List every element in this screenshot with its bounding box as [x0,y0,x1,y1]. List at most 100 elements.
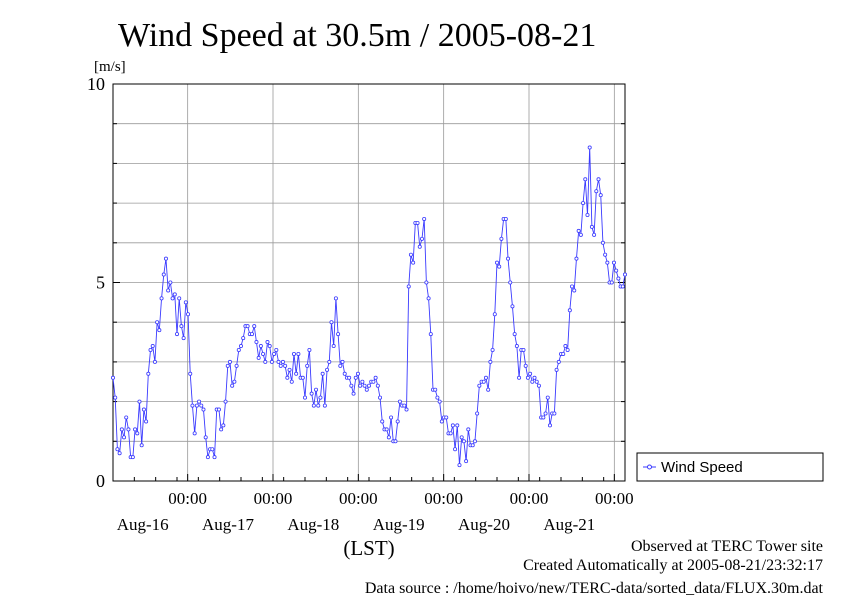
data-point [141,407,146,412]
data-point [609,280,614,285]
data-point [227,359,232,364]
data-point [620,284,625,289]
data-point [331,344,336,349]
data-point [210,447,215,452]
data-point [585,213,590,218]
data-point [395,419,400,424]
data-point [605,260,610,265]
data-point [592,232,597,237]
data-point [309,391,314,396]
data-point [490,347,495,352]
data-point [351,391,356,396]
y-tick-label: 0 [96,471,105,491]
legend-box [636,452,824,482]
data-point [355,371,360,376]
data-point [481,379,486,384]
data-point [472,439,477,444]
data-point [163,256,168,261]
data-point [411,260,416,265]
data-point [393,439,398,444]
data-point [122,435,127,440]
data-point [397,399,402,404]
data-point [188,371,193,376]
footer-data-source: Data source : /home/hoivo/new/TERC-data/… [365,580,824,595]
data-point [528,371,533,376]
data-point [486,387,491,392]
data-point [287,367,292,372]
legend-marker [647,464,652,470]
data-point [616,276,621,281]
data-point [265,340,270,345]
data-point [415,220,420,225]
data-point [567,308,572,313]
legend: Wind Speed [636,452,824,482]
data-point [514,344,519,349]
data-point [570,284,575,289]
data-point [483,375,488,380]
data-point [510,304,515,309]
data-point [223,399,228,404]
data-point [611,260,616,265]
data-point [241,336,246,341]
data-point [459,435,464,440]
data-point [119,427,124,432]
data-point [530,379,535,384]
data-point [470,443,475,448]
x-tick-date: Aug-21 [543,515,595,534]
x-axis-label: (LST) [343,536,394,560]
data-point [450,423,455,428]
data-point [157,328,162,333]
footer-created-at: Created Automatically at 2005-08-21/23:3… [523,557,823,574]
data-point [203,435,208,440]
grid-lines [113,84,625,481]
footer-observed-at: Observed at TERC Tower site [631,538,823,555]
x-tick-date: Aug-17 [202,515,254,534]
data-point [523,363,528,368]
data-point [477,383,482,388]
data-point [166,288,171,293]
data-point [256,355,261,360]
data-point [444,415,449,420]
data-point [552,411,557,416]
wind-speed-series [111,145,628,468]
data-point [183,300,188,305]
data-point [426,296,431,301]
data-point [475,411,480,416]
data-point [152,359,157,364]
data-point [232,379,237,384]
data-point [113,395,118,400]
y-tick-label: 5 [96,273,105,293]
data-point [186,312,191,317]
data-point [347,375,352,380]
x-tick-date: Aug-16 [117,515,169,534]
data-point [126,427,131,432]
data-point [111,375,116,380]
data-point [563,344,568,349]
data-point [155,320,160,325]
data-point [545,395,550,400]
data-point [250,332,255,337]
data-point [362,383,367,388]
data-point [311,403,316,408]
data-point [238,344,243,349]
data-point [532,375,537,380]
data-point [245,324,250,329]
data-point [561,351,566,356]
data-point [194,403,199,408]
data-point [174,332,179,337]
data-point [534,379,539,384]
data-point [517,375,522,380]
data-point [340,359,345,364]
data-point [461,439,466,444]
data-point [172,292,177,297]
data-point [424,280,429,285]
data-point [150,344,155,349]
data-point [177,296,182,301]
data-point [594,189,599,194]
data-point [225,363,230,368]
data-point [506,256,511,261]
data-point [254,340,259,345]
data-point [205,455,210,460]
data-point [578,232,583,237]
x-tick-date: Aug-20 [458,515,510,534]
